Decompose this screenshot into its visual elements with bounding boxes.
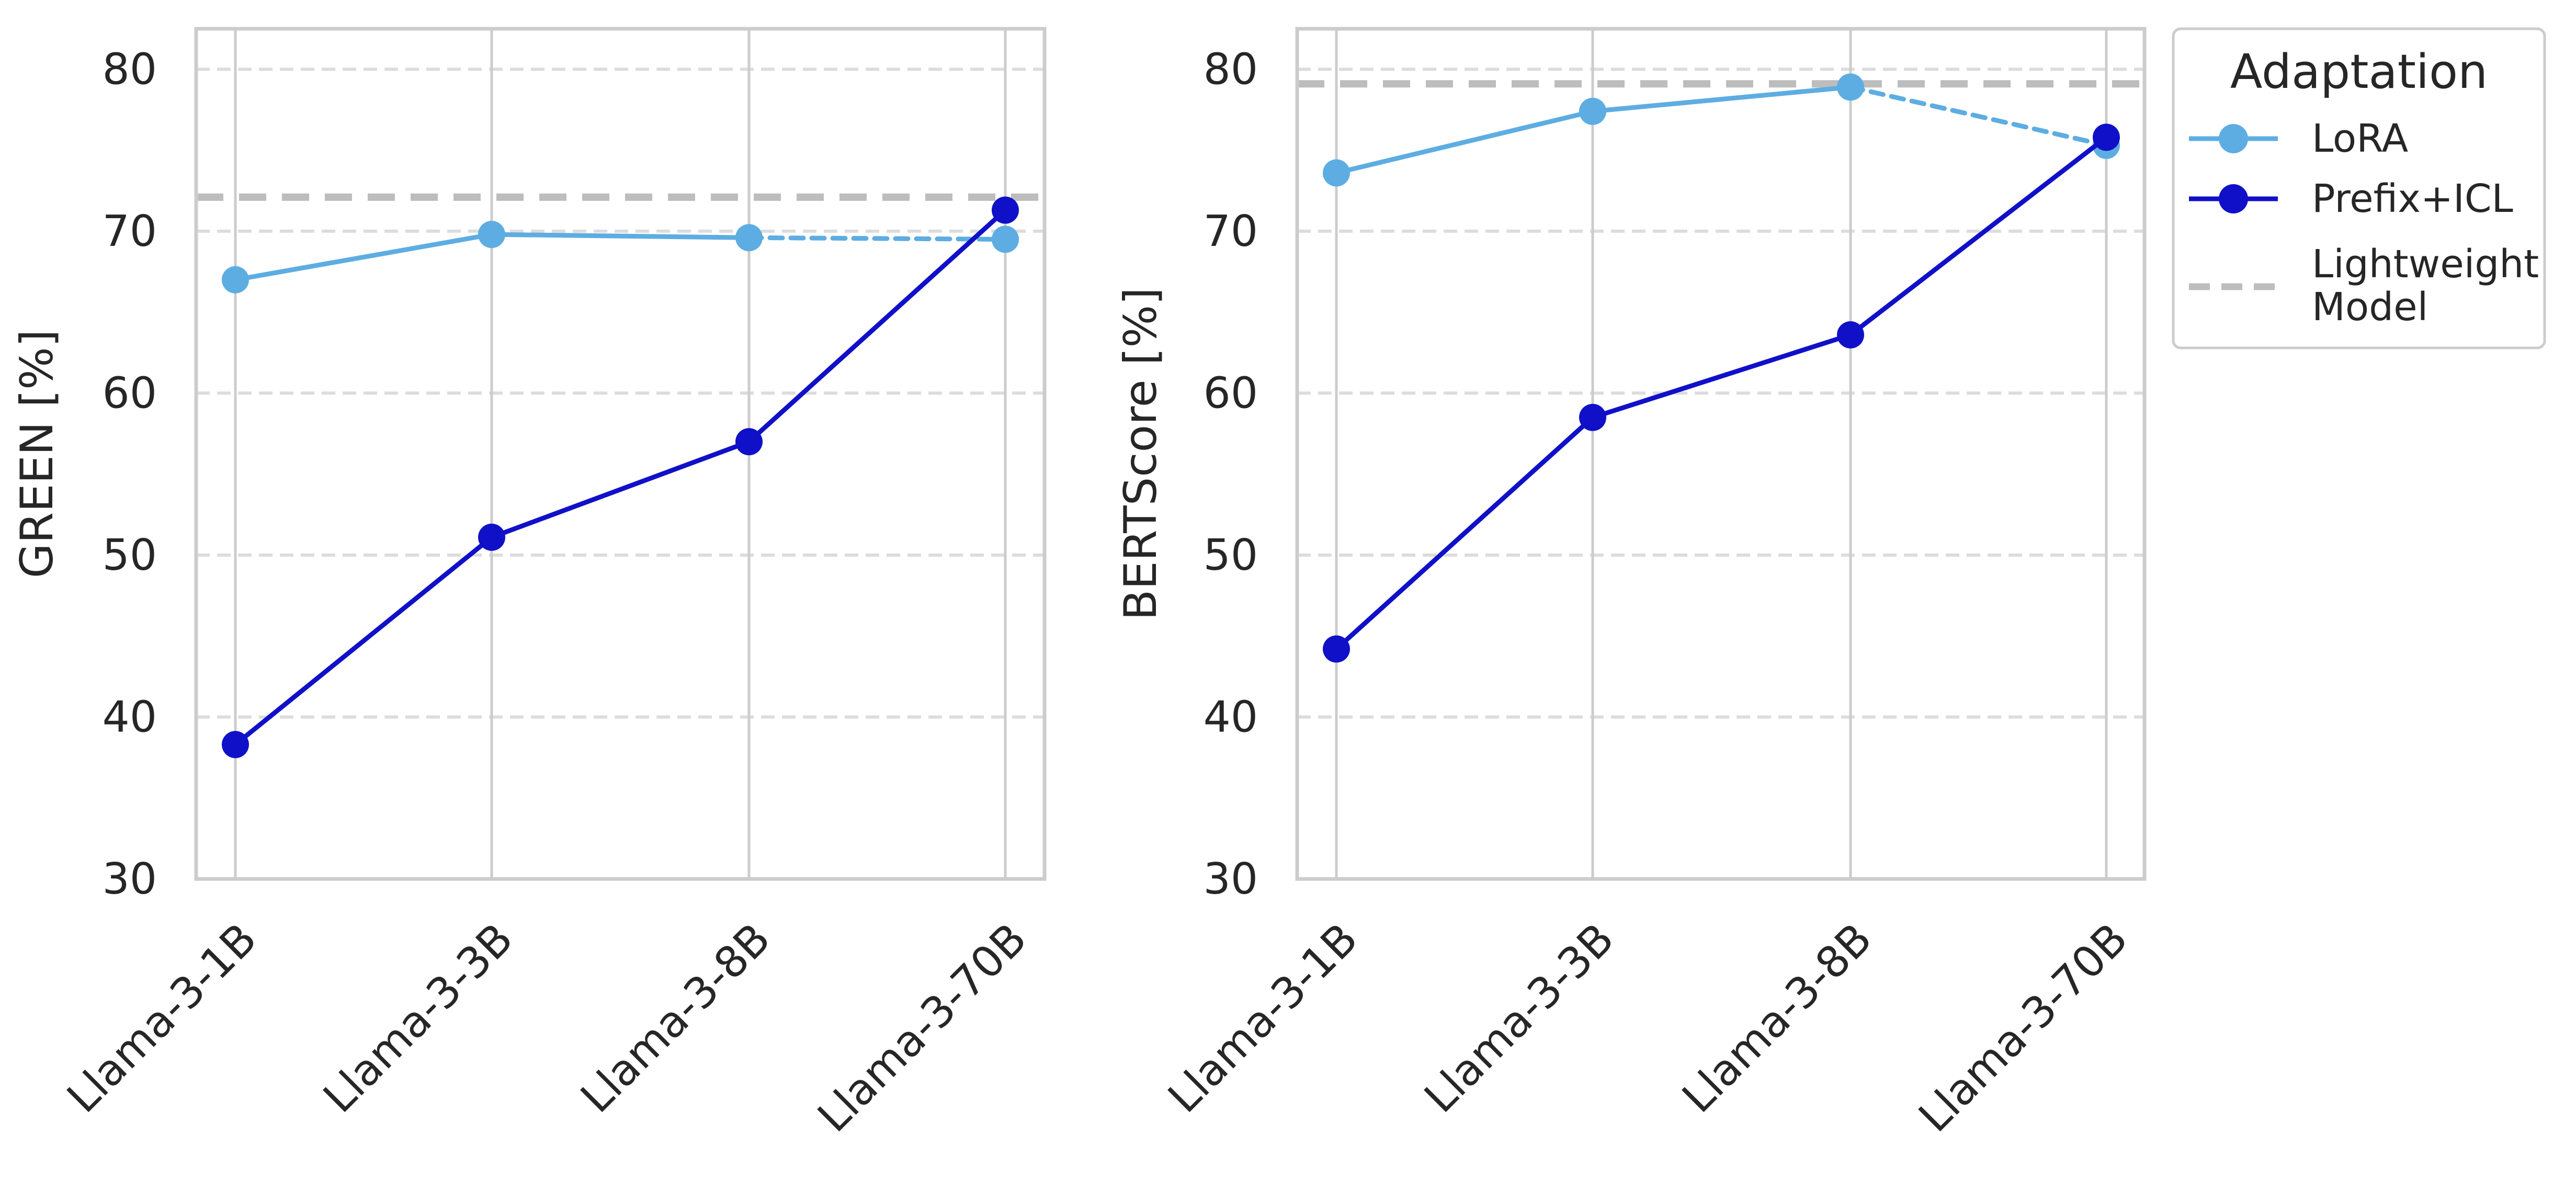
bertscore-prefix-icl-point: [1579, 403, 1606, 431]
bertscore-x-tick-label: Llama-3-8B: [1673, 914, 1882, 1123]
green-y-tick-label: 50: [103, 531, 157, 580]
bertscore-lora-segment: [1590, 84, 1853, 114]
green-prefix-icl-point: [735, 428, 763, 456]
green-lora-segment: [746, 235, 1008, 242]
bertscore-lora-point: [1837, 73, 1864, 101]
bertscore-prefix-icl-segment: [1334, 415, 1595, 651]
bertscore-x-tick-label: Llama-3-1B: [1159, 914, 1368, 1123]
green-prefix-icl-segment: [489, 439, 752, 540]
green-x-tick-label: Llama-3-8B: [572, 914, 780, 1123]
bertscore-x-tick-label: Llama-3-70B: [1910, 914, 2137, 1142]
green-prefix-icl-point: [992, 196, 1019, 224]
bertscore-x-tick-label: Llama-3-3B: [1415, 914, 1624, 1123]
bertscore-prefix-icl-point: [1323, 635, 1350, 663]
bertscore-y-tick-label: 50: [1204, 531, 1258, 580]
bertscore-prefix-icl-segment: [1590, 332, 1853, 420]
green-prefix-icl-segment: [746, 208, 1008, 444]
bertscore-y-tick-label: 60: [1204, 368, 1258, 418]
bertscore-lora-segment: [1848, 84, 2109, 148]
green-y-tick-label: 70: [103, 207, 157, 256]
green-y-axis-title: GREEN [%]: [11, 330, 63, 579]
bertscore-lora-segment: [1334, 109, 1595, 175]
bertscore-y-tick-label: 30: [1204, 854, 1258, 904]
green-lora-segment: [233, 232, 494, 283]
bertscore-prefix-icl-point: [1837, 321, 1864, 348]
bertscore-lora-point: [1579, 97, 1606, 125]
green-lora-point: [222, 266, 249, 294]
legend-prefix-icl-marker: [2219, 184, 2248, 213]
bertscore-prefix-icl-segment: [1848, 134, 2109, 337]
green-y-tick-label: 60: [103, 368, 157, 418]
legend-lora-marker: [2219, 124, 2248, 153]
bertscore-axes-frame: [1295, 27, 2147, 881]
green-x-tick-label: Llama-3-70B: [809, 914, 1036, 1142]
legend: Adaptation LoRA Prefix+ICL Lightweight M…: [2172, 27, 2546, 349]
green-prefix-icl-segment: [233, 535, 494, 747]
legend-label-lightweight: Lightweight: [2312, 242, 2539, 287]
bertscore-y-axis-title: BERTScore [%]: [1115, 287, 1167, 620]
legend-label-lightweight-model: Model: [2312, 285, 2428, 330]
green-y-tick-label: 30: [103, 854, 157, 904]
green-x-tick-label: Llama-3-1B: [58, 914, 267, 1123]
bertscore-y-tick-label: 40: [1204, 692, 1258, 742]
green-y-tick-label: 80: [103, 44, 157, 94]
bertscore-y-tick-label: 80: [1204, 44, 1258, 94]
green-x-tick-label: Llama-3-3B: [314, 914, 523, 1123]
legend-label-prefix-icl: Prefix+ICL: [2312, 176, 2513, 221]
green-lora-point: [478, 221, 505, 249]
green-prefix-icl-point: [222, 731, 249, 759]
green-lora-point: [992, 225, 1019, 253]
bertscore-lora-point: [1323, 159, 1350, 187]
green-lora-segment: [489, 232, 752, 240]
green-prefix-icl-point: [478, 523, 505, 551]
legend-label-lora: LoRA: [2312, 116, 2409, 161]
green-axes-frame: [194, 27, 1047, 881]
bertscore-y-tick-label: 70: [1204, 207, 1258, 256]
green-y-tick-label: 40: [103, 692, 157, 742]
legend-box: [2172, 27, 2546, 349]
legend-title: Adaptation: [2230, 44, 2488, 99]
bertscore-prefix-icl-point: [2093, 123, 2120, 151]
green-lora-point: [735, 224, 763, 252]
